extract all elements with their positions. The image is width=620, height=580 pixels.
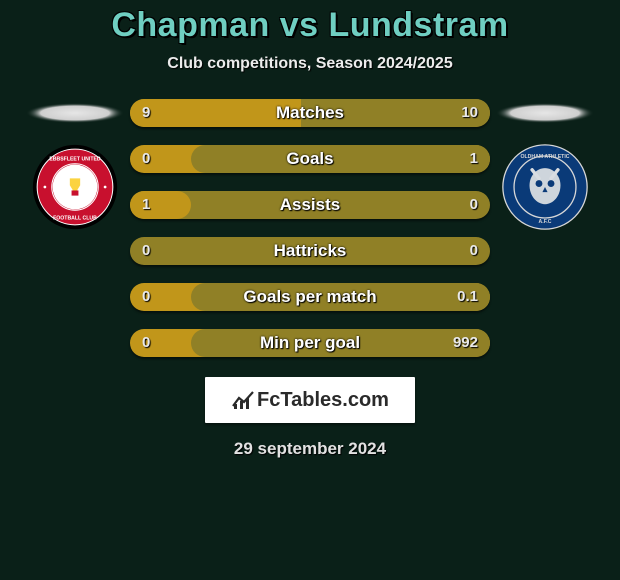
left-team-column: EBBSFLEET UNITED FOOTBALL CLUB xyxy=(20,95,130,230)
oldham-athletic-badge: OLDHAM ATHLETIC A.F.C xyxy=(502,144,588,230)
stats-column: Matches910Goals01Assists10Hattricks00Goa… xyxy=(130,95,490,357)
stat-value-left: 0 xyxy=(142,145,150,173)
bar-fill-right xyxy=(191,329,490,357)
svg-text:FOOTBALL CLUB: FOOTBALL CLUB xyxy=(53,216,97,222)
svg-text:EBBSFLEET UNITED: EBBSFLEET UNITED xyxy=(49,156,101,162)
stat-label: Hattricks xyxy=(130,237,490,265)
fctables-logo: FcTables.com xyxy=(205,377,415,423)
fctables-chart-icon xyxy=(231,388,255,412)
right-team-column: OLDHAM ATHLETIC A.F.C xyxy=(490,95,600,230)
content-row: EBBSFLEET UNITED FOOTBALL CLUB Matches91… xyxy=(0,95,620,357)
stat-row-goals: Goals01 xyxy=(130,145,490,173)
stat-value-left: 0 xyxy=(142,283,150,311)
stat-row-matches: Matches910 xyxy=(130,99,490,127)
svg-text:A.F.C: A.F.C xyxy=(539,219,552,225)
svg-text:OLDHAM ATHLETIC: OLDHAM ATHLETIC xyxy=(521,154,570,160)
page-subtitle: Club competitions, Season 2024/2025 xyxy=(0,55,620,73)
stat-row-min-per-goal: Min per goal0992 xyxy=(130,329,490,357)
right-shadow-ellipse xyxy=(495,102,595,124)
bar-fill-left xyxy=(130,191,191,219)
bar-fill-right xyxy=(301,99,490,127)
ebbsfleet-united-badge: EBBSFLEET UNITED FOOTBALL CLUB xyxy=(32,144,118,230)
stat-value-left: 0 xyxy=(142,237,150,265)
stat-row-hattricks: Hattricks0 0 xyxy=(130,237,490,265)
stat-value-right: 0 xyxy=(470,191,478,219)
stat-value-right: 0 xyxy=(470,237,478,265)
stat-row-assists: Assists10 xyxy=(130,191,490,219)
stat-row-goals-per-match: Goals per match00.1 xyxy=(130,283,490,311)
bar-fill-left xyxy=(130,99,301,127)
footer-logo-text: FcTables.com xyxy=(257,389,389,412)
left-shadow-ellipse xyxy=(25,102,125,124)
bar-fill-right xyxy=(191,145,490,173)
comparison-infographic: Chapman vs Lundstram Club competitions, … xyxy=(0,0,620,580)
date-text: 29 september 2024 xyxy=(0,439,620,459)
stat-value-left: 0 xyxy=(142,329,150,357)
bar-fill-right xyxy=(191,283,490,311)
page-title: Chapman vs Lundstram xyxy=(0,0,620,45)
